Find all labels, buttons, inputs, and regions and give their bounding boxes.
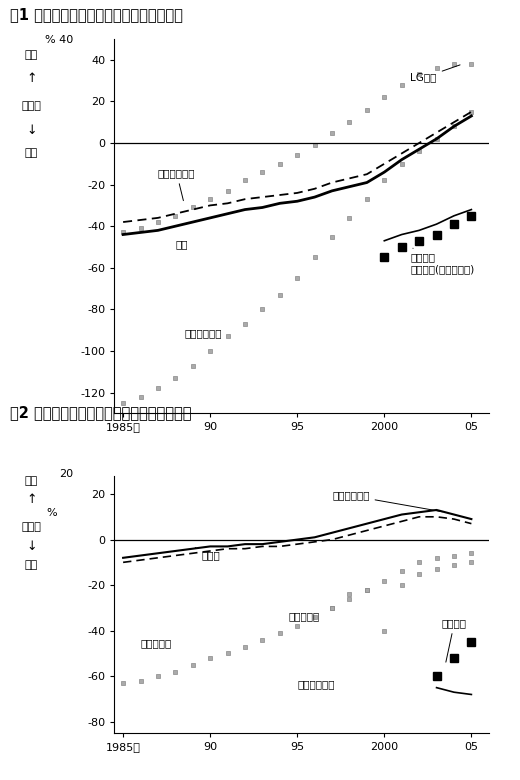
Text: 高い: 高い: [24, 476, 38, 486]
Text: ホンダ: ホンダ: [196, 548, 220, 560]
Text: 康佳集団
青島海爾(ハイアール): 康佳集団 青島海爾(ハイアール): [410, 248, 475, 274]
Text: 平均値: 平均値: [21, 523, 41, 533]
Text: トヨタ自動車: トヨタ自動車: [332, 491, 443, 512]
Text: 図1 代表的な電機メーカーの全要素生産性: 図1 代表的な電機メーカーの全要素生産性: [10, 8, 183, 23]
Text: LG電子: LG電子: [410, 65, 460, 83]
Text: ↑: ↑: [26, 72, 36, 85]
Text: ↓: ↓: [26, 540, 36, 553]
Text: 低い: 低い: [24, 148, 38, 158]
Text: 重慶長安汽車: 重慶長安汽車: [297, 679, 335, 690]
Text: 図2 代表的な自動車メーカーの全要素生産性: 図2 代表的な自動車メーカーの全要素生産性: [10, 406, 192, 420]
Text: 起亜自動車: 起亜自動車: [289, 612, 320, 622]
Text: ↓: ↓: [26, 124, 36, 137]
Text: 高い: 高い: [24, 51, 38, 61]
Text: 松下電器産業: 松下電器産業: [158, 168, 196, 200]
Text: %: %: [47, 509, 57, 519]
Text: 東芝: 東芝: [175, 239, 188, 249]
Text: 現代自動車: 現代自動車: [140, 639, 172, 649]
Text: 20: 20: [59, 470, 73, 480]
Text: 東風汽車: 東風汽車: [442, 618, 467, 662]
Text: ↑: ↑: [26, 493, 36, 506]
Text: % 40: % 40: [45, 35, 73, 45]
Text: 低い: 低い: [24, 560, 38, 570]
Text: 平均値: 平均値: [21, 101, 41, 112]
Text: サムスン電子: サムスン電子: [184, 328, 222, 339]
